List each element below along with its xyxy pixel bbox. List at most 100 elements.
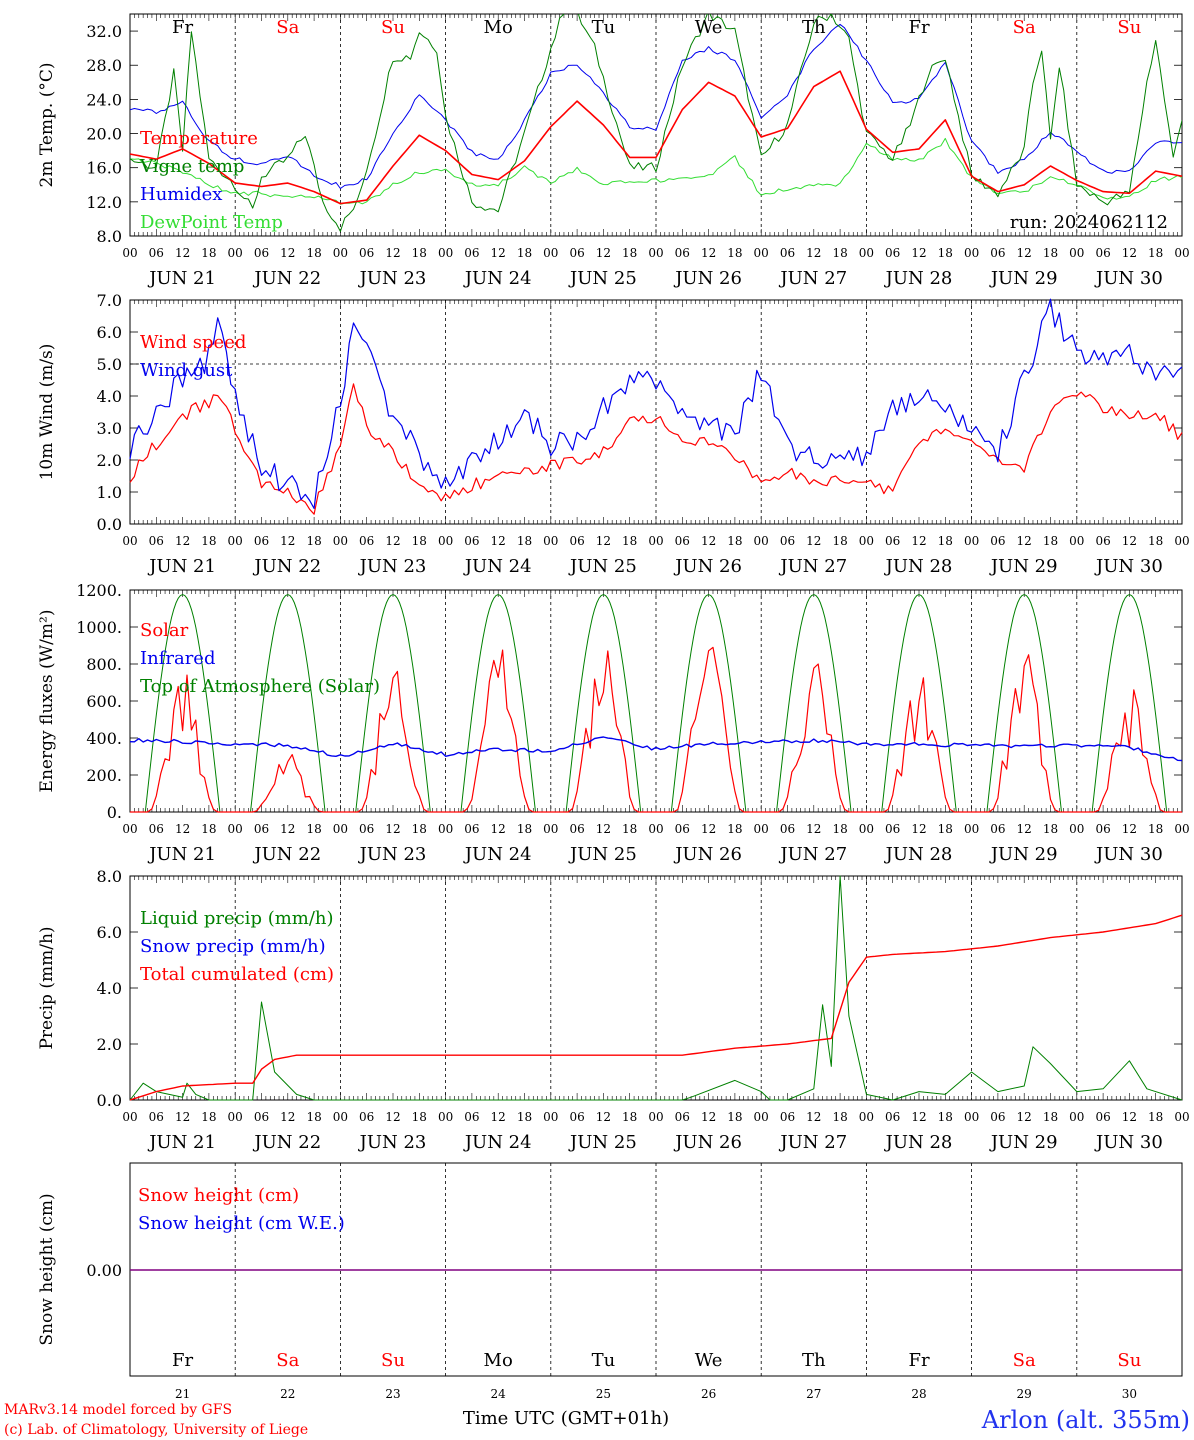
hour-tick-label: 06 bbox=[885, 822, 900, 836]
date-label: JUN 22 bbox=[252, 268, 321, 289]
y-tick-label: 1000. bbox=[76, 618, 122, 637]
hour-tick-label: 06 bbox=[569, 246, 584, 260]
hour-tick-label: 00 bbox=[1174, 246, 1189, 260]
hour-tick-label: 00 bbox=[964, 1110, 979, 1124]
y-tick-label: 1200. bbox=[76, 581, 122, 600]
hour-tick-label: 00 bbox=[543, 534, 558, 548]
x-axis-label: Time UTC (GMT+01h) bbox=[463, 1408, 669, 1429]
hour-tick-label: 12 bbox=[280, 534, 295, 548]
hour-tick-label: 00 bbox=[648, 1110, 663, 1124]
day-of-week-label: Su bbox=[1117, 17, 1141, 38]
date-label: JUN 26 bbox=[673, 1132, 742, 1153]
hour-tick-label: 18 bbox=[306, 822, 321, 836]
hour-tick-label: 06 bbox=[675, 822, 690, 836]
hour-tick-label: 00 bbox=[859, 822, 874, 836]
hour-tick-label: 00 bbox=[1069, 246, 1084, 260]
hour-tick-label: 06 bbox=[464, 534, 479, 548]
hour-tick-label: 12 bbox=[385, 246, 400, 260]
hour-tick-label: 06 bbox=[359, 246, 374, 260]
hour-tick-label: 18 bbox=[832, 822, 847, 836]
plot-frame bbox=[129, 299, 1183, 525]
y-tick-label: 16.0 bbox=[86, 159, 122, 178]
hour-tick-label: 06 bbox=[254, 822, 269, 836]
hour-tick-label: 00 bbox=[122, 1110, 137, 1124]
hour-tick-label: 06 bbox=[359, 1110, 374, 1124]
hour-tick-label: 18 bbox=[832, 1110, 847, 1124]
day-of-week-label: Th bbox=[802, 17, 826, 38]
hour-tick-label: 00 bbox=[122, 246, 137, 260]
hour-tick-label: 00 bbox=[1069, 1110, 1084, 1124]
hour-tick-label: 18 bbox=[1043, 822, 1058, 836]
day-of-week-label: Tu bbox=[592, 1350, 616, 1371]
hour-tick-label: 00 bbox=[964, 534, 979, 548]
y-tick-label: 800. bbox=[86, 655, 122, 674]
y-tick-label: 400. bbox=[86, 729, 122, 748]
hour-tick-label: 18 bbox=[517, 822, 532, 836]
hour-tick-label: 18 bbox=[1043, 246, 1058, 260]
hour-tick-label: 00 bbox=[1069, 534, 1084, 548]
hour-tick-label: 00 bbox=[859, 246, 874, 260]
hour-tick-label: 12 bbox=[1017, 1110, 1032, 1124]
date-label: JUN 27 bbox=[778, 844, 847, 865]
hour-tick-label: 18 bbox=[832, 246, 847, 260]
hour-tick-label: 18 bbox=[622, 822, 637, 836]
date-label: JUN 28 bbox=[884, 556, 953, 577]
hour-tick-label: 12 bbox=[911, 534, 926, 548]
y-tick-label: 0. bbox=[107, 803, 122, 822]
date-label: JUN 25 bbox=[568, 844, 637, 865]
day-of-week-label: Sa bbox=[276, 1350, 299, 1371]
date-label: JUN 27 bbox=[778, 1132, 847, 1153]
vigne-temp-line bbox=[130, 14, 1182, 232]
hour-tick-label: 06 bbox=[885, 246, 900, 260]
hour-tick-label: 18 bbox=[201, 246, 216, 260]
hour-tick-label: 12 bbox=[806, 1110, 821, 1124]
hour-tick-label: 12 bbox=[175, 1110, 190, 1124]
hour-tick-label: 00 bbox=[228, 246, 243, 260]
hour-tick-label: 18 bbox=[306, 1110, 321, 1124]
hour-tick-label: 12 bbox=[175, 534, 190, 548]
hour-tick-label: 00 bbox=[122, 534, 137, 548]
day-of-week-label: Sa bbox=[1013, 17, 1036, 38]
hour-tick-label: 00 bbox=[228, 822, 243, 836]
hour-tick-label: 18 bbox=[938, 822, 953, 836]
y-axis-label: Precip (mm/h) bbox=[37, 926, 57, 1049]
hour-tick-label: 06 bbox=[464, 246, 479, 260]
hour-tick-label: 12 bbox=[806, 822, 821, 836]
hour-tick-label: 18 bbox=[1043, 534, 1058, 548]
y-tick-label: 32.0 bbox=[86, 22, 122, 41]
y-tick-label: 200. bbox=[86, 766, 122, 785]
hour-tick-label: 00 bbox=[754, 822, 769, 836]
hour-tick-label: 00 bbox=[333, 246, 348, 260]
day-number-label: 29 bbox=[1017, 1387, 1032, 1401]
legend-entry: Snow height (cm W.E.) bbox=[138, 1213, 345, 1234]
hour-tick-label: 12 bbox=[596, 246, 611, 260]
hour-tick-label: 00 bbox=[964, 246, 979, 260]
hour-tick-label: 06 bbox=[675, 246, 690, 260]
hour-tick-label: 12 bbox=[175, 246, 190, 260]
day-of-week-label: We bbox=[695, 17, 723, 38]
hour-tick-label: 06 bbox=[1095, 1110, 1110, 1124]
hour-tick-label: 06 bbox=[254, 534, 269, 548]
date-label: JUN 22 bbox=[252, 844, 321, 865]
hour-tick-label: 06 bbox=[780, 822, 795, 836]
hour-tick-label: 06 bbox=[885, 1110, 900, 1124]
hour-tick-label: 00 bbox=[438, 1110, 453, 1124]
hour-tick-label: 06 bbox=[1095, 246, 1110, 260]
date-label: JUN 24 bbox=[463, 844, 532, 865]
hour-tick-label: 00 bbox=[333, 534, 348, 548]
y-tick-label: 5.0 bbox=[97, 355, 122, 374]
day-of-week-label: We bbox=[695, 1350, 723, 1371]
legend-entry: Snow height (cm) bbox=[138, 1185, 299, 1206]
date-label: JUN 26 bbox=[673, 844, 742, 865]
hour-tick-label: 06 bbox=[990, 534, 1005, 548]
hour-tick-label: 06 bbox=[569, 534, 584, 548]
hour-tick-label: 12 bbox=[911, 246, 926, 260]
station-label: Arlon (alt. 355m) bbox=[981, 1406, 1190, 1434]
run-label: run: 2024062112 bbox=[1010, 212, 1168, 233]
hour-tick-label: 12 bbox=[701, 246, 716, 260]
hour-tick-label: 18 bbox=[306, 246, 321, 260]
hour-tick-label: 12 bbox=[596, 534, 611, 548]
solar-line bbox=[130, 646, 1182, 813]
hour-tick-label: 00 bbox=[543, 246, 558, 260]
